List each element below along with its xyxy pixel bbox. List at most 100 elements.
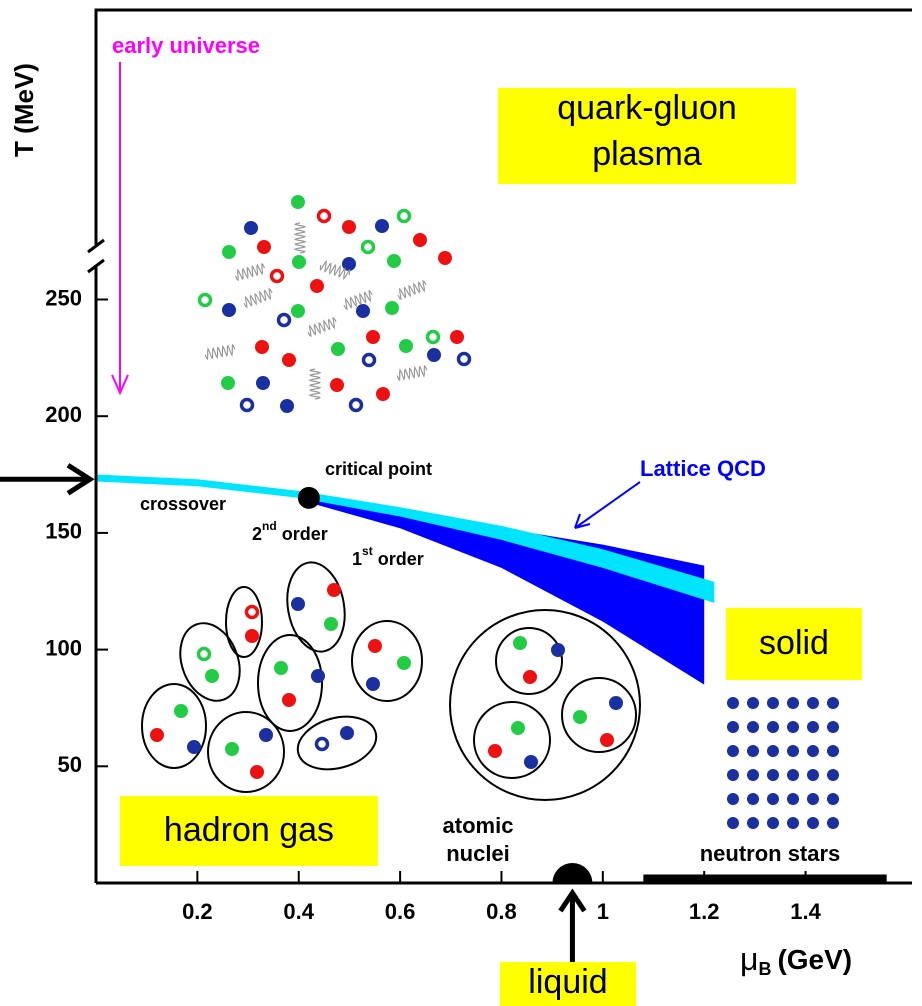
quark-ring <box>197 292 213 308</box>
annotation: Lattice QCD <box>640 456 766 481</box>
neutron <box>807 745 819 757</box>
neutron <box>807 769 819 781</box>
neutron <box>727 745 739 757</box>
x-tick-label: 1.2 <box>689 899 720 924</box>
quark <box>376 387 390 401</box>
hadron <box>225 586 263 658</box>
solid-box <box>726 608 862 680</box>
neutron <box>827 817 839 829</box>
quark-ring <box>196 646 212 662</box>
annotation: early universe <box>112 33 260 58</box>
neutron <box>807 817 819 829</box>
y-tick-label: 50 <box>58 752 82 777</box>
quark <box>340 726 354 740</box>
quark <box>274 661 288 675</box>
quark <box>174 704 188 718</box>
nucleon <box>495 627 563 695</box>
quark-ring <box>425 329 441 345</box>
quark <box>524 755 538 769</box>
hadron <box>179 622 241 702</box>
quark-ring <box>348 397 364 413</box>
x-axis-label: μB (GeV) <box>740 941 852 978</box>
neutron <box>787 697 799 709</box>
quark <box>513 636 527 650</box>
quark-ring <box>360 239 376 255</box>
quark <box>427 348 441 362</box>
neutron <box>807 697 819 709</box>
quark <box>375 219 389 233</box>
neutron <box>767 697 779 709</box>
decorations <box>141 195 839 829</box>
quark-ring <box>456 351 472 367</box>
early-universe-arrow <box>111 62 129 396</box>
hadron <box>296 715 378 771</box>
neutron <box>787 817 799 829</box>
gluon <box>397 279 427 301</box>
quark <box>291 597 305 611</box>
quark <box>438 251 452 265</box>
region-label: liquid <box>528 963 607 1001</box>
annotation: 2nd order <box>252 516 328 544</box>
quark <box>259 728 273 742</box>
region-label: nuclei <box>446 841 510 866</box>
gluon <box>293 222 307 254</box>
gluon <box>396 364 428 382</box>
crossover-arrow <box>0 463 95 496</box>
quark-ring <box>239 397 255 413</box>
region-label: plasma <box>592 135 702 173</box>
quark-ring <box>276 312 292 328</box>
quark <box>221 376 235 390</box>
quark <box>399 339 413 353</box>
quark <box>511 721 525 735</box>
hadron <box>286 561 346 653</box>
gluon <box>307 316 337 338</box>
x-tick-label: 0.8 <box>486 899 517 924</box>
quark <box>366 677 380 691</box>
neutron <box>827 769 839 781</box>
quark <box>187 740 201 754</box>
x-tick-label: 1.4 <box>790 899 821 924</box>
neutron <box>767 745 779 757</box>
qgp-box <box>498 88 796 184</box>
neutron <box>767 769 779 781</box>
quark <box>600 733 614 747</box>
quark <box>245 629 259 643</box>
annotation: crossover <box>140 494 226 514</box>
gluon <box>343 289 373 311</box>
quark <box>331 342 345 356</box>
quark <box>257 240 271 254</box>
neutron <box>807 793 819 805</box>
region-label: quark-gluon <box>557 89 737 127</box>
transition-band <box>308 497 705 685</box>
neutron <box>827 745 839 757</box>
nucleon <box>561 677 637 753</box>
quark <box>551 643 565 657</box>
hadron <box>207 711 285 793</box>
neutron <box>747 769 759 781</box>
gluon <box>243 287 273 309</box>
y-tick-label: 100 <box>45 635 82 660</box>
neutron <box>767 793 779 805</box>
quark <box>356 304 370 318</box>
liquid-drop <box>552 863 593 883</box>
quark <box>342 220 356 234</box>
quark-ring <box>314 736 330 752</box>
hadron <box>257 634 323 732</box>
quark <box>244 221 258 235</box>
hadron <box>141 683 207 769</box>
neutron <box>787 793 799 805</box>
quark <box>342 257 356 271</box>
annotation: critical point <box>325 459 432 479</box>
quark <box>311 669 325 683</box>
y-tick-label: 200 <box>45 402 82 427</box>
x-tick-label: 0.4 <box>283 899 314 924</box>
quark <box>330 378 344 392</box>
quark <box>327 583 341 597</box>
neutron <box>727 793 739 805</box>
neutron <box>747 745 759 757</box>
hadron-box <box>120 796 378 866</box>
quark <box>150 728 164 742</box>
quark <box>205 669 219 683</box>
axis-break <box>87 238 105 274</box>
neutron <box>827 793 839 805</box>
